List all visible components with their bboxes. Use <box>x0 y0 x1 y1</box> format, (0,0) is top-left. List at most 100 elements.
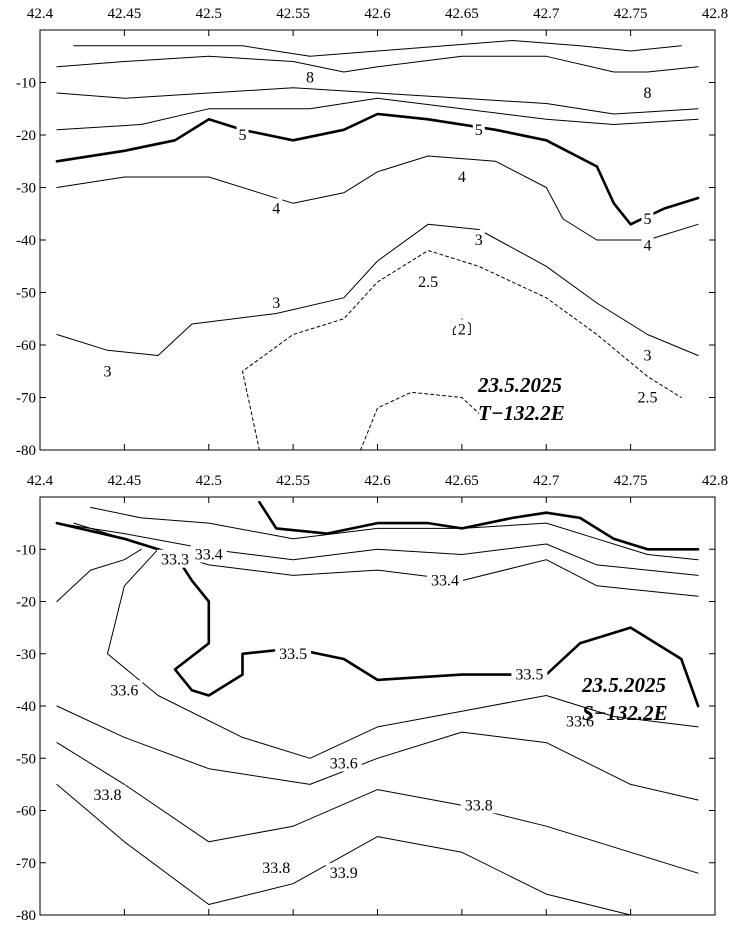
contour-label: 8 <box>306 69 314 86</box>
contour-line <box>56 705 699 801</box>
x-tick-label: 42.8 <box>702 6 728 22</box>
contour-label-bg <box>455 319 468 338</box>
contour-label-bg <box>641 83 654 101</box>
y-tick-label: -70 <box>16 391 36 407</box>
section-annotation: S−132.2E <box>582 701 668 725</box>
contour-line <box>242 250 682 451</box>
contour-label-bg <box>641 209 654 227</box>
contour-label-bg <box>455 167 468 185</box>
contour-label-bg <box>157 549 193 568</box>
x-tick-label: 42.45 <box>108 6 142 22</box>
contour-label-bg <box>633 387 662 406</box>
contour-line <box>107 548 699 759</box>
contour-line <box>56 742 699 874</box>
contour-label-bg <box>472 230 485 248</box>
y-tick-label: -50 <box>16 286 36 302</box>
x-tick-label: 42.8 <box>702 473 728 489</box>
contour-label-bg <box>562 711 598 730</box>
contour-label-bg <box>258 857 295 876</box>
contour-line <box>56 223 699 356</box>
contour-label: 33.4 <box>195 546 223 563</box>
contour-line <box>56 522 699 576</box>
contour-label-bg <box>270 293 283 311</box>
contour-label: 5 <box>239 127 247 144</box>
contour-label: 3 <box>272 295 280 312</box>
contour-label-bg <box>427 570 463 589</box>
contour-line <box>56 97 699 131</box>
x-tick-label: 42.65 <box>445 473 479 489</box>
y-tick-label: -20 <box>16 128 36 144</box>
x-tick-label: 42.55 <box>276 473 310 489</box>
y-tick-label: -80 <box>16 443 36 459</box>
contour-label-bg <box>101 361 114 380</box>
x-tick-label: 42.6 <box>364 473 391 489</box>
contour-label: 4 <box>458 169 466 186</box>
x-tick-label: 42.75 <box>614 473 648 489</box>
contour-label: 4 <box>272 201 280 218</box>
contour-label: 8 <box>644 85 652 102</box>
contour-label-bg <box>190 544 227 563</box>
contour-label: 33.5 <box>279 646 307 663</box>
contour-label-bg <box>275 643 312 662</box>
temperature-panel: 42.4 42.45 42.5 42.55 42.6 42.65 42.7 42.75 42.8… <box>16 6 728 459</box>
y-tick-label: -50 <box>16 751 36 767</box>
contour-label-bg <box>304 67 316 86</box>
contour-label: 33.6 <box>110 682 138 699</box>
date-annotation: 23.5.2025 <box>477 373 562 397</box>
contour-label-bg <box>511 664 548 683</box>
contour-label-bg <box>472 119 485 138</box>
contour-label: 33.4 <box>431 573 459 590</box>
contour-line <box>73 40 682 57</box>
contour-line <box>55 112 700 226</box>
contour-line <box>55 521 700 708</box>
contour-label: 4 <box>644 237 652 254</box>
contour-label: 2.5 <box>418 274 438 291</box>
contour-label-bg <box>460 795 497 814</box>
contour-label: 33.8 <box>94 787 122 804</box>
contour-label-bg <box>236 125 249 143</box>
y-tick-label: -60 <box>16 804 36 820</box>
contour-line <box>56 155 699 241</box>
contour-line <box>90 506 699 561</box>
y-tick-label: -70 <box>16 856 36 872</box>
y-tick-label: -40 <box>16 233 36 249</box>
y-tick-label: -10 <box>16 542 36 558</box>
contour-line <box>56 548 142 602</box>
contour-label: 33.6 <box>330 755 358 772</box>
contour-line <box>56 55 699 73</box>
contour-label: 33.8 <box>465 797 493 814</box>
salinity-panel: 42.4 42.45 42.5 42.55 42.6 42.65 42.7 42.75 42.8… <box>16 473 728 924</box>
x-tick-label: 42.7 <box>533 473 560 489</box>
x-tick-label: 42.5 <box>196 6 222 22</box>
y-tick-label: -30 <box>16 181 36 197</box>
contour-label-bg <box>325 863 362 882</box>
x-tick-label: 42.6 <box>364 6 391 22</box>
contour-label: 33.6 <box>566 714 594 731</box>
contour-label: 33.8 <box>262 860 290 877</box>
contour-label: 5 <box>644 211 652 228</box>
x-tick-label: 42.75 <box>614 6 648 22</box>
contour-line <box>258 500 700 551</box>
contour-label: 3 <box>475 232 483 249</box>
contour-label-bg <box>270 198 283 217</box>
contour-label: 3 <box>644 348 652 365</box>
contour-label-bg <box>106 680 143 699</box>
contour-label: 33.5 <box>515 667 543 684</box>
y-tick-label: -10 <box>16 76 36 92</box>
contour-line <box>56 87 699 115</box>
contour-label: 2 <box>458 321 466 338</box>
x-tick-label: 42.55 <box>276 6 310 22</box>
contour-line <box>360 391 480 451</box>
contour-label: 3 <box>104 363 112 380</box>
contour-label-bg <box>89 784 126 803</box>
contour-label: 2.5 <box>638 390 658 407</box>
contour-label: 5 <box>475 122 483 139</box>
contour-label: 33.9 <box>330 865 358 882</box>
x-tick-label: 42.7 <box>533 6 560 22</box>
contour-line <box>56 783 632 916</box>
x-tick-label: 42.45 <box>108 473 142 489</box>
y-tick-label: -80 <box>16 908 36 924</box>
y-tick-label: -60 <box>16 338 36 354</box>
contour-label-bg <box>325 753 362 772</box>
